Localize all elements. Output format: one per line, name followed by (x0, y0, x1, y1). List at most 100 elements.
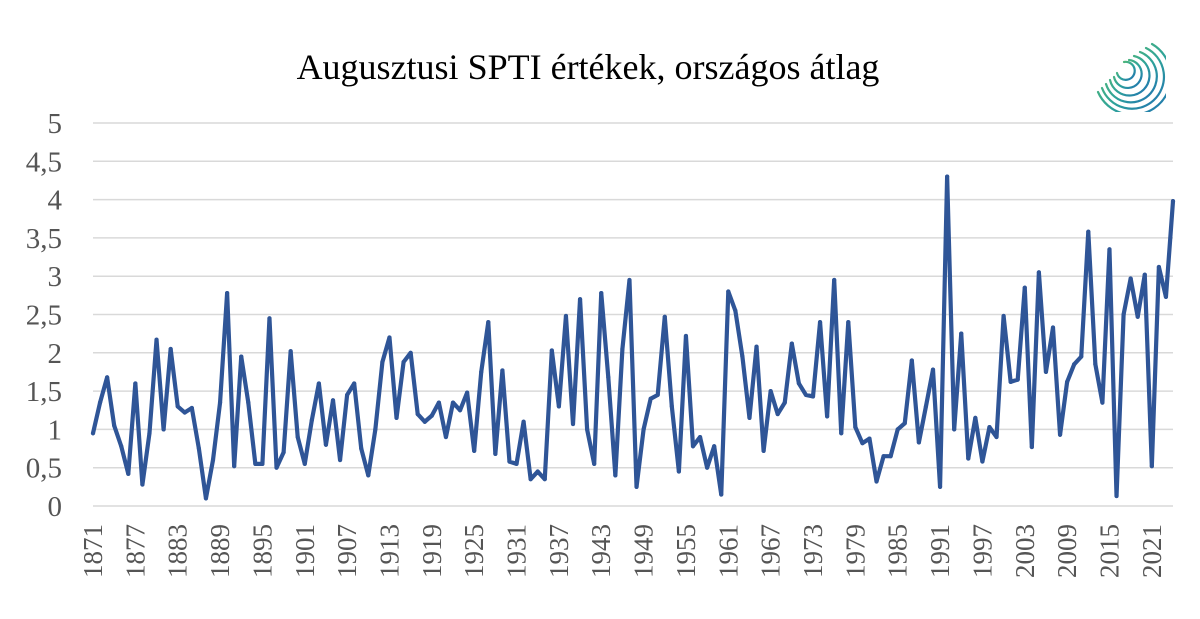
data-point (606, 375, 611, 380)
data-point (422, 419, 427, 424)
data-point (585, 427, 590, 432)
chart-title: Augusztusi SPTI értékek, országos átlag (296, 47, 880, 87)
data-point (253, 461, 258, 466)
y-tick-label: 4 (48, 185, 63, 217)
y-tick-label: 5 (48, 108, 63, 140)
data-point (1107, 247, 1112, 252)
data-point (1128, 276, 1133, 281)
data-point (429, 413, 434, 418)
logo-icon (1096, 42, 1166, 112)
data-point (620, 346, 625, 352)
data-point (133, 381, 138, 386)
data-point (909, 358, 914, 363)
x-tick-label: 1931 (502, 524, 532, 578)
data-point (196, 446, 201, 451)
data-point (189, 405, 194, 411)
data-point (168, 346, 173, 352)
data-point (719, 492, 724, 497)
data-point (443, 434, 449, 440)
data-point (959, 331, 964, 336)
x-tick-label: 1967 (756, 524, 786, 578)
y-tick-label: 1 (48, 414, 63, 446)
data-point (655, 392, 660, 398)
x-tick-label: 2009 (1052, 524, 1082, 578)
data-point (267, 316, 272, 321)
data-point (648, 396, 653, 401)
data-point (225, 290, 230, 296)
data-point (380, 359, 385, 365)
data-point (288, 349, 293, 354)
data-point (1093, 362, 1098, 367)
y-tick-label: 3,5 (26, 223, 62, 255)
y-tick-label: 0 (48, 491, 63, 523)
data-point (1156, 264, 1161, 270)
data-point (592, 461, 597, 466)
data-point (577, 297, 583, 302)
x-tick-label: 1961 (713, 524, 743, 578)
data-point (295, 434, 300, 440)
data-point (457, 408, 463, 413)
y-tick-label: 0,5 (26, 453, 62, 485)
data-point (853, 425, 858, 430)
data-point (535, 469, 540, 474)
x-tick-label: 1901 (290, 524, 320, 578)
data-point (1029, 444, 1034, 450)
data-point (789, 341, 794, 346)
data-point (1022, 285, 1027, 290)
data-point (846, 320, 851, 325)
data-point (1065, 379, 1070, 385)
data-point (1079, 354, 1084, 359)
data-point (1163, 294, 1169, 299)
data-point (923, 404, 929, 409)
data-point (1135, 314, 1140, 319)
x-tick-label: 1895 (247, 524, 277, 578)
data-point (945, 174, 950, 179)
data-point (832, 277, 837, 283)
data-point (401, 359, 406, 365)
data-point (232, 464, 237, 469)
data-point (408, 350, 413, 355)
data-point (387, 335, 392, 340)
data-point (337, 457, 343, 463)
data-point (140, 482, 145, 487)
x-tick-label: 1979 (840, 524, 870, 578)
x-tick-label: 2021 (1137, 524, 1167, 578)
data-point (1001, 313, 1006, 319)
x-tick-label: 1955 (671, 524, 701, 578)
data-point (549, 348, 554, 353)
data-point (775, 411, 780, 417)
data-point (895, 427, 900, 432)
data-point (902, 421, 907, 426)
data-point (888, 454, 893, 459)
data-point (563, 313, 569, 319)
data-point (937, 484, 943, 489)
data-point (705, 465, 710, 470)
data-point (330, 398, 336, 403)
data-point (733, 308, 738, 313)
data-point (274, 465, 279, 470)
data-point (761, 448, 766, 453)
data-point (1100, 400, 1105, 405)
data-point (472, 448, 477, 453)
data-point (514, 461, 519, 466)
data-point (1057, 432, 1063, 437)
data-point (415, 411, 420, 417)
data-point (796, 381, 801, 386)
data-point (634, 484, 639, 489)
data-point (740, 354, 745, 359)
y-tick-label: 4,5 (26, 146, 62, 178)
data-point (825, 414, 830, 419)
data-point (1142, 272, 1147, 277)
x-tick-label: 1943 (586, 524, 616, 578)
data-point (987, 425, 992, 430)
data-point (90, 431, 96, 436)
data-point (994, 434, 999, 440)
data-point (874, 479, 879, 484)
data-point (352, 381, 357, 386)
data-point (613, 473, 618, 478)
data-point (1036, 270, 1041, 275)
data-point (246, 400, 251, 405)
data-point (281, 450, 286, 455)
